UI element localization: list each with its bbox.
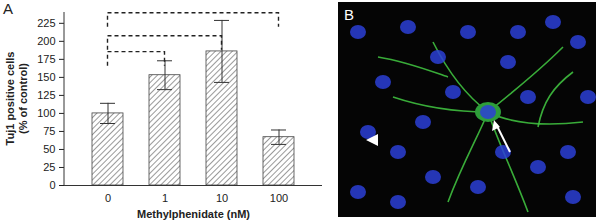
svg-text:B: B xyxy=(344,6,354,23)
svg-text:175: 175 xyxy=(37,53,55,65)
svg-text:100: 100 xyxy=(270,192,288,204)
svg-text:75: 75 xyxy=(43,125,55,137)
svg-text:150: 150 xyxy=(37,71,55,83)
svg-text:50: 50 xyxy=(43,143,55,155)
svg-text:225: 225 xyxy=(37,17,55,29)
svg-text:200: 200 xyxy=(37,35,55,47)
svg-text:125: 125 xyxy=(37,89,55,101)
svg-text:Tuj1 positive cells(% of contr: Tuj1 positive cells(% of control) xyxy=(4,52,29,146)
svg-text:Methylphenidate (nM): Methylphenidate (nM) xyxy=(137,208,250,220)
svg-text:0: 0 xyxy=(49,179,55,191)
svg-text:10: 10 xyxy=(216,192,228,204)
svg-text:100: 100 xyxy=(37,107,55,119)
svg-text:A: A xyxy=(3,0,13,17)
svg-text:0: 0 xyxy=(105,192,111,204)
svg-text:1: 1 xyxy=(162,192,168,204)
svg-text:25: 25 xyxy=(43,161,55,173)
